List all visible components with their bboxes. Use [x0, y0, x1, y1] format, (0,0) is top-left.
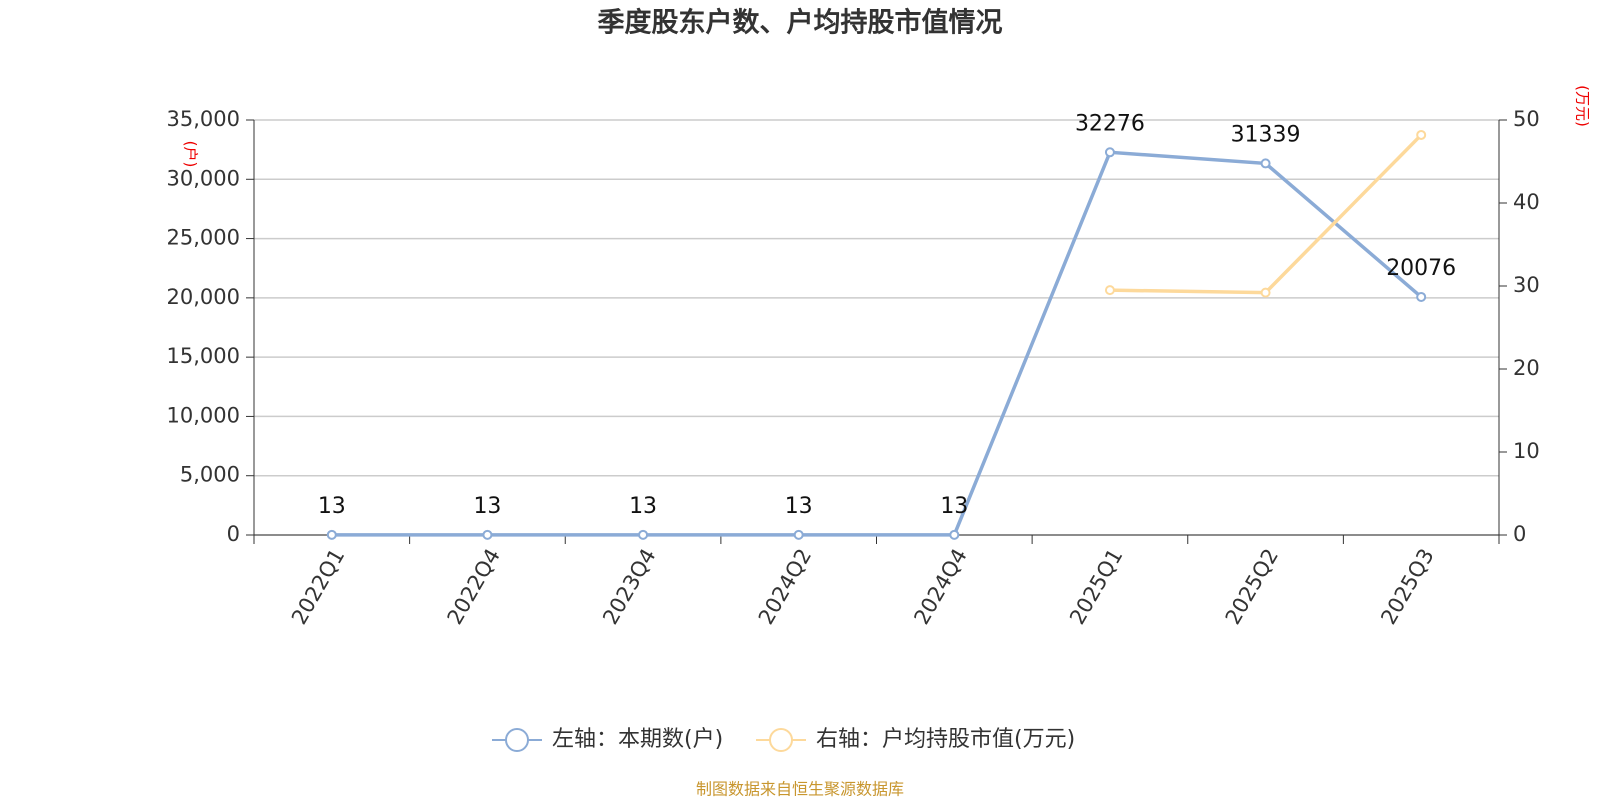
data-point: [638, 529, 649, 540]
data-point: [482, 529, 493, 540]
chart-title: 季度股东户数、户均持股市值情况: [598, 7, 1003, 39]
x-tick-label: 2025Q1: [1065, 545, 1127, 629]
data-label: 31339: [1231, 122, 1301, 147]
data-label: 20076: [1386, 256, 1456, 281]
x-tick-label: 2023Q4: [598, 545, 660, 629]
data-point: [1104, 285, 1115, 296]
y2-axis-label: (万元): [1574, 85, 1592, 127]
data-label: 13: [473, 494, 501, 519]
y2-tick-label: 50: [1513, 107, 1540, 131]
y-tick-label: 10,000: [167, 403, 240, 427]
x-tick-label: 2025Q3: [1376, 545, 1438, 629]
legend-marker: [769, 728, 793, 752]
y2-tick-label: 40: [1513, 190, 1540, 214]
data-label: 13: [940, 494, 968, 519]
y2-tick-label: 0: [1513, 522, 1526, 546]
data-label: 13: [629, 494, 657, 519]
x-tick-label: 2024Q4: [909, 545, 971, 629]
y-tick-label: 0: [227, 522, 240, 546]
data-point: [793, 529, 804, 540]
data-point: [1416, 129, 1427, 140]
data-label: 13: [785, 494, 813, 519]
data-point: [326, 529, 337, 540]
data-point: [1104, 147, 1115, 158]
series-line: [331, 150, 1423, 537]
data-point: [1416, 291, 1427, 302]
y-axis-label: (户): [182, 141, 200, 168]
y-tick-label: 30,000: [167, 166, 240, 190]
data-point: [1260, 158, 1271, 169]
legend-marker: [505, 728, 529, 752]
y2-tick-label: 10: [1513, 439, 1540, 463]
legend-label: 右轴：户均持股市值(万元): [816, 727, 1075, 752]
x-tick-label: 2022Q1: [287, 545, 349, 629]
data-label: 13: [318, 494, 346, 519]
data-point: [1260, 287, 1271, 298]
x-tick-label: 2025Q2: [1221, 545, 1283, 629]
y-tick-label: 5,000: [180, 463, 240, 487]
source-note: 制图数据来自恒生聚源数据库: [696, 780, 904, 799]
y-tick-label: 25,000: [167, 226, 240, 250]
y-tick-label: 15,000: [167, 344, 240, 368]
legend-label: 左轴：本期数(户): [552, 727, 723, 752]
data-label: 32276: [1075, 111, 1145, 136]
y2-tick-label: 30: [1513, 273, 1540, 297]
y-tick-label: 35,000: [167, 107, 240, 131]
y-tick-label: 20,000: [167, 285, 240, 309]
data-point: [949, 529, 960, 540]
y2-tick-label: 20: [1513, 356, 1540, 380]
x-tick-label: 2024Q2: [754, 545, 816, 629]
x-tick-label: 2022Q4: [443, 545, 505, 629]
